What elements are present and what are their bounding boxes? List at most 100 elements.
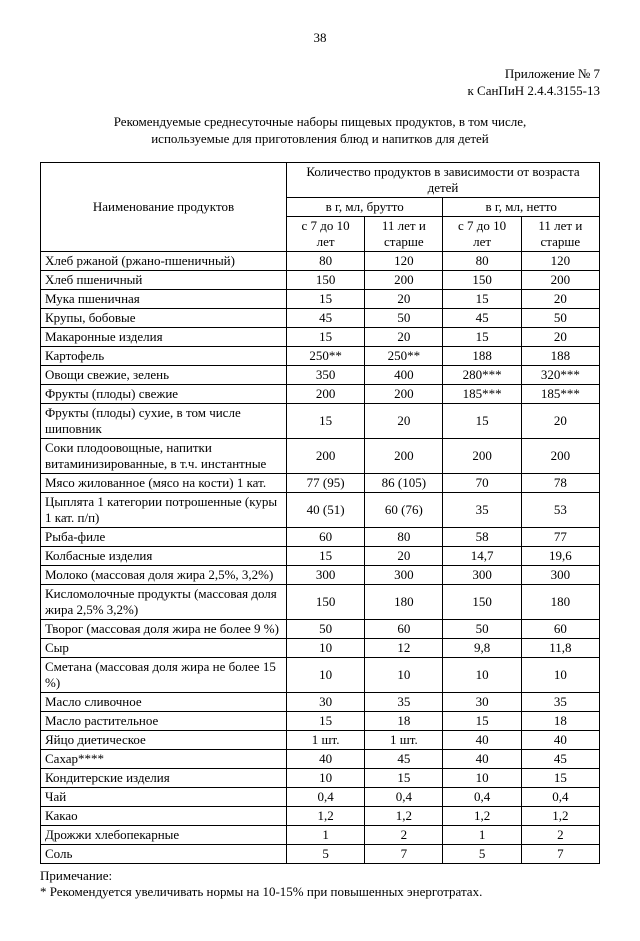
cell-value: 40 (51) bbox=[286, 492, 364, 527]
table-body: Хлеб ржаной (ржано-пшеничный)8012080120Х… bbox=[41, 251, 600, 863]
col-header-netto: в г, мл, нетто bbox=[443, 197, 600, 216]
cell-value: 1,2 bbox=[286, 806, 364, 825]
cell-value: 185*** bbox=[521, 384, 599, 403]
col-header-super: Количество продуктов в зависимости от во… bbox=[286, 162, 599, 197]
cell-value: 0,4 bbox=[365, 787, 443, 806]
table-row: Хлеб пшеничный150200150200 bbox=[41, 270, 600, 289]
table-row: Масло сливочное30353035 bbox=[41, 692, 600, 711]
cell-value: 20 bbox=[365, 403, 443, 438]
cell-value: 50 bbox=[365, 308, 443, 327]
table-row: Макаронные изделия15201520 bbox=[41, 327, 600, 346]
table-row: Кисломолочные продукты (массовая доля жи… bbox=[41, 584, 600, 619]
appendix-line2: к СанПиН 2.4.4.3155-13 bbox=[467, 83, 600, 98]
cell-value: 14,7 bbox=[443, 546, 521, 565]
table-row: Соль5757 bbox=[41, 844, 600, 863]
cell-product-name: Фрукты (плоды) свежие bbox=[41, 384, 287, 403]
cell-product-name: Рыба-филе bbox=[41, 527, 287, 546]
table-row: Хлеб ржаной (ржано-пшеничный)8012080120 bbox=[41, 251, 600, 270]
cell-value: 20 bbox=[521, 327, 599, 346]
col-header-name: Наименование продуктов bbox=[41, 162, 287, 251]
cell-value: 200 bbox=[521, 438, 599, 473]
cell-product-name: Мука пшеничная bbox=[41, 289, 287, 308]
cell-value: 150 bbox=[443, 270, 521, 289]
cell-value: 18 bbox=[521, 711, 599, 730]
cell-product-name: Макаронные изделия bbox=[41, 327, 287, 346]
table-row: Чай0,40,40,40,4 bbox=[41, 787, 600, 806]
appendix-line1: Приложение № 7 bbox=[505, 66, 600, 81]
cell-product-name: Картофель bbox=[41, 346, 287, 365]
table-row: Рыба-филе60805877 bbox=[41, 527, 600, 546]
cell-value: 15 bbox=[286, 327, 364, 346]
table-row: Сахар****40454045 bbox=[41, 749, 600, 768]
cell-value: 188 bbox=[521, 346, 599, 365]
cell-value: 12 bbox=[365, 638, 443, 657]
table-row: Сыр10129,811,8 bbox=[41, 638, 600, 657]
cell-value: 150 bbox=[286, 270, 364, 289]
cell-product-name: Крупы, бобовые bbox=[41, 308, 287, 327]
cell-value: 300 bbox=[443, 565, 521, 584]
cell-product-name: Молоко (массовая доля жира 2,5%, 3,2%) bbox=[41, 565, 287, 584]
cell-value: 9,8 bbox=[443, 638, 521, 657]
cell-value: 15 bbox=[286, 403, 364, 438]
cell-product-name: Яйцо диетическое bbox=[41, 730, 287, 749]
footnote-label: Примечание: bbox=[40, 868, 600, 885]
cell-value: 77 (95) bbox=[286, 473, 364, 492]
cell-product-name: Дрожжи хлебопекарные bbox=[41, 825, 287, 844]
cell-product-name: Какао bbox=[41, 806, 287, 825]
cell-product-name: Масло растительное bbox=[41, 711, 287, 730]
cell-value: 40 bbox=[286, 749, 364, 768]
cell-value: 53 bbox=[521, 492, 599, 527]
table-row: Дрожжи хлебопекарные1212 bbox=[41, 825, 600, 844]
cell-value: 18 bbox=[365, 711, 443, 730]
cell-value: 180 bbox=[521, 584, 599, 619]
cell-value: 80 bbox=[443, 251, 521, 270]
cell-product-name: Овощи свежие, зелень bbox=[41, 365, 287, 384]
table-row: Фрукты (плоды) сухие, в том числе шиповн… bbox=[41, 403, 600, 438]
table-row: Крупы, бобовые45504550 bbox=[41, 308, 600, 327]
col-header-7-10-netto: с 7 до 10 лет bbox=[443, 216, 521, 251]
table-row: Молоко (массовая доля жира 2,5%, 3,2%) 30… bbox=[41, 565, 600, 584]
cell-value: 250** bbox=[365, 346, 443, 365]
cell-value: 1,2 bbox=[365, 806, 443, 825]
table-row: Яйцо диетическое1 шт.1 шт.4040 bbox=[41, 730, 600, 749]
cell-value: 15 bbox=[286, 711, 364, 730]
cell-value: 45 bbox=[286, 308, 364, 327]
cell-product-name: Фрукты (плоды) сухие, в том числе шиповн… bbox=[41, 403, 287, 438]
cell-value: 2 bbox=[521, 825, 599, 844]
cell-value: 58 bbox=[443, 527, 521, 546]
table-row: Картофель250**250**188188 bbox=[41, 346, 600, 365]
table-row: Цыплята 1 категории потрошенные (куры 1 … bbox=[41, 492, 600, 527]
cell-value: 320*** bbox=[521, 365, 599, 384]
cell-value: 35 bbox=[365, 692, 443, 711]
cell-value: 10 bbox=[365, 657, 443, 692]
cell-value: 250** bbox=[286, 346, 364, 365]
table-row: Сметана (массовая доля жира не более 15 … bbox=[41, 657, 600, 692]
cell-value: 120 bbox=[521, 251, 599, 270]
cell-value: 20 bbox=[521, 403, 599, 438]
cell-value: 30 bbox=[286, 692, 364, 711]
cell-value: 15 bbox=[365, 768, 443, 787]
cell-value: 1,2 bbox=[443, 806, 521, 825]
cell-value: 50 bbox=[286, 619, 364, 638]
cell-value: 86 (105) bbox=[365, 473, 443, 492]
cell-value: 70 bbox=[443, 473, 521, 492]
cell-value: 5 bbox=[443, 844, 521, 863]
document-title: Рекомендуемые среднесуточные наборы пище… bbox=[50, 114, 590, 148]
cell-value: 2 bbox=[365, 825, 443, 844]
col-header-11-brutto: 11 лет и старше bbox=[365, 216, 443, 251]
cell-value: 10 bbox=[286, 768, 364, 787]
cell-value: 200 bbox=[365, 384, 443, 403]
cell-value: 300 bbox=[365, 565, 443, 584]
cell-value: 10 bbox=[443, 768, 521, 787]
cell-value: 300 bbox=[521, 565, 599, 584]
cell-value: 200 bbox=[365, 438, 443, 473]
cell-value: 15 bbox=[443, 711, 521, 730]
cell-product-name: Сметана (массовая доля жира не более 15 … bbox=[41, 657, 287, 692]
cell-value: 7 bbox=[521, 844, 599, 863]
cell-value: 15 bbox=[286, 546, 364, 565]
cell-value: 200 bbox=[365, 270, 443, 289]
cell-value: 40 bbox=[443, 749, 521, 768]
table-row: Фрукты (плоды) свежие200200185***185*** bbox=[41, 384, 600, 403]
cell-value: 200 bbox=[521, 270, 599, 289]
cell-value: 0,4 bbox=[521, 787, 599, 806]
